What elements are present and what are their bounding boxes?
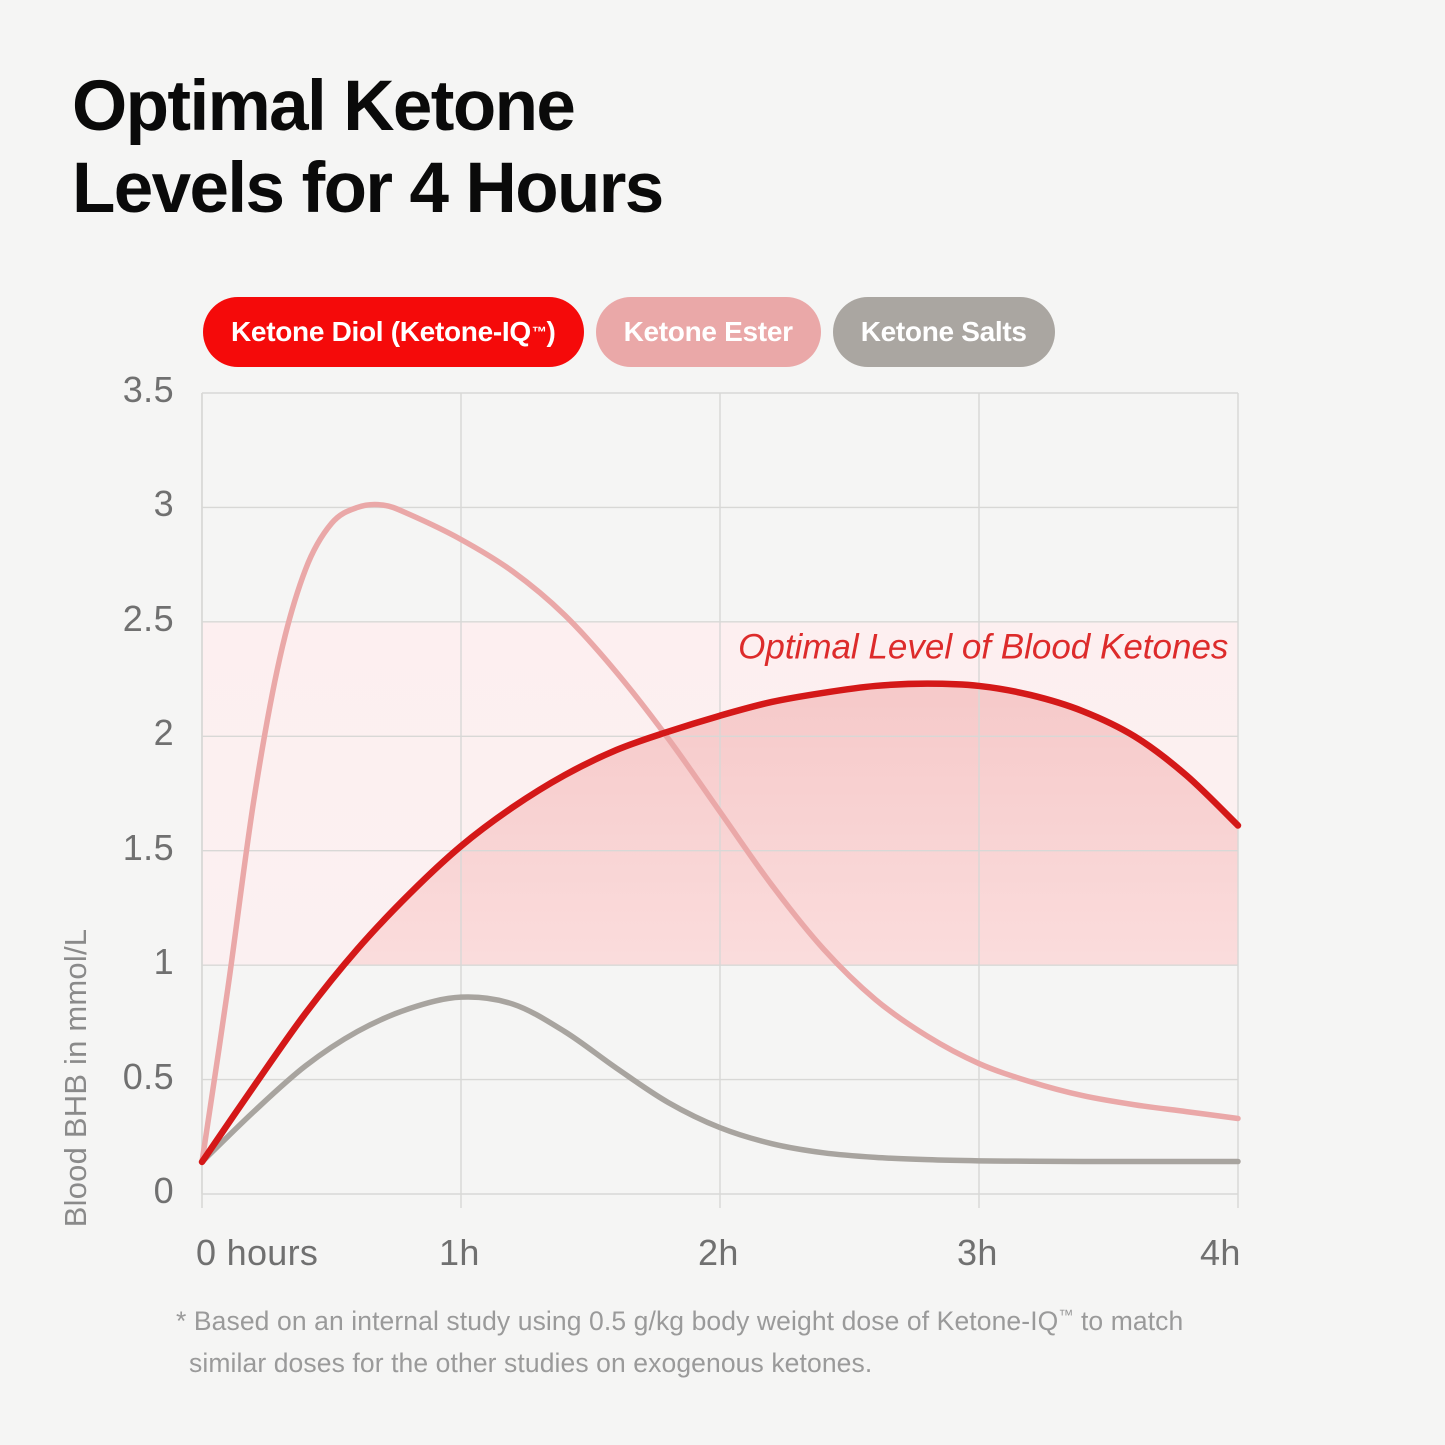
y-axis-tick-label: 1	[153, 941, 174, 983]
series-line-ketone-ester	[199, 501, 1241, 1165]
y-axis-tick-label: 1.5	[122, 826, 174, 868]
series-line-ketone-diol-ketone-iq	[198, 680, 1242, 1166]
x-axis-tick-label: 1h	[439, 1232, 480, 1273]
y-axis-tick-label: 3	[153, 483, 174, 525]
x-axis-tick-label: 2h	[698, 1232, 739, 1273]
legend-item-label-suffix: )	[546, 316, 556, 347]
y-axis-tick-label: 2.5	[122, 597, 174, 639]
x-axis-tick-label: 4h	[1200, 1232, 1241, 1273]
optimal-band-annotation: Optimal Level of Blood Ketones	[738, 627, 1228, 666]
page-title: Optimal Ketone Levels for 4 Hours	[72, 66, 972, 230]
footnote-line-1-end: to match	[1073, 1305, 1184, 1336]
footnote-trademark-icon: ™	[1058, 1307, 1074, 1324]
y-axis-tick-label: 2	[153, 712, 174, 754]
legend-item-2[interactable]: Ketone Salts	[832, 297, 1055, 367]
legend-item-label: Ketone Salts	[860, 316, 1027, 347]
chart-legend: Ketone Diol (Ketone-IQ ™) Ketone Ester Keto…	[203, 297, 1055, 367]
series-line-ketone-salts	[199, 994, 1241, 1165]
y-axis-tick-label: 0.5	[122, 1055, 174, 1097]
footnote-line-1: * Based on an internal study using 0.5 g…	[176, 1305, 1059, 1336]
chart-gridlines	[201, 392, 1239, 1208]
diol-area-fill	[343, 683, 1238, 966]
page-title-line-1: Optimal Ketone	[72, 67, 576, 146]
legend-item-label: Ketone Ester	[623, 316, 793, 347]
chart-plot-container: Blood BHB in mmol/L Optimal Level of Blo…	[0, 360, 1445, 1273]
x-axis-tick-label: 0 hours	[196, 1232, 319, 1273]
trademark-icon: ™	[531, 323, 547, 341]
x-axis-tick-label: 3h	[957, 1232, 998, 1273]
chart-canvas: Optimal Level of Blood Ketones	[198, 392, 1242, 1208]
legend-item-label: Ketone Diol (Ketone-IQ	[231, 316, 531, 347]
page-title-line-2: Levels for 4 Hours	[72, 149, 664, 228]
legend-item-1[interactable]: Ketone Ester	[595, 297, 821, 367]
chart-footnote: * Based on an internal study using 0.5 g…	[176, 1295, 1266, 1384]
legend-item-0[interactable]: Ketone Diol (Ketone-IQ ™)	[203, 297, 584, 367]
y-axis-tick-label: 0	[153, 1170, 174, 1211]
y-axis-tick-label: 3.5	[122, 369, 174, 410]
footnote-line-2: similar doses for the other studies on e…	[189, 1347, 873, 1378]
